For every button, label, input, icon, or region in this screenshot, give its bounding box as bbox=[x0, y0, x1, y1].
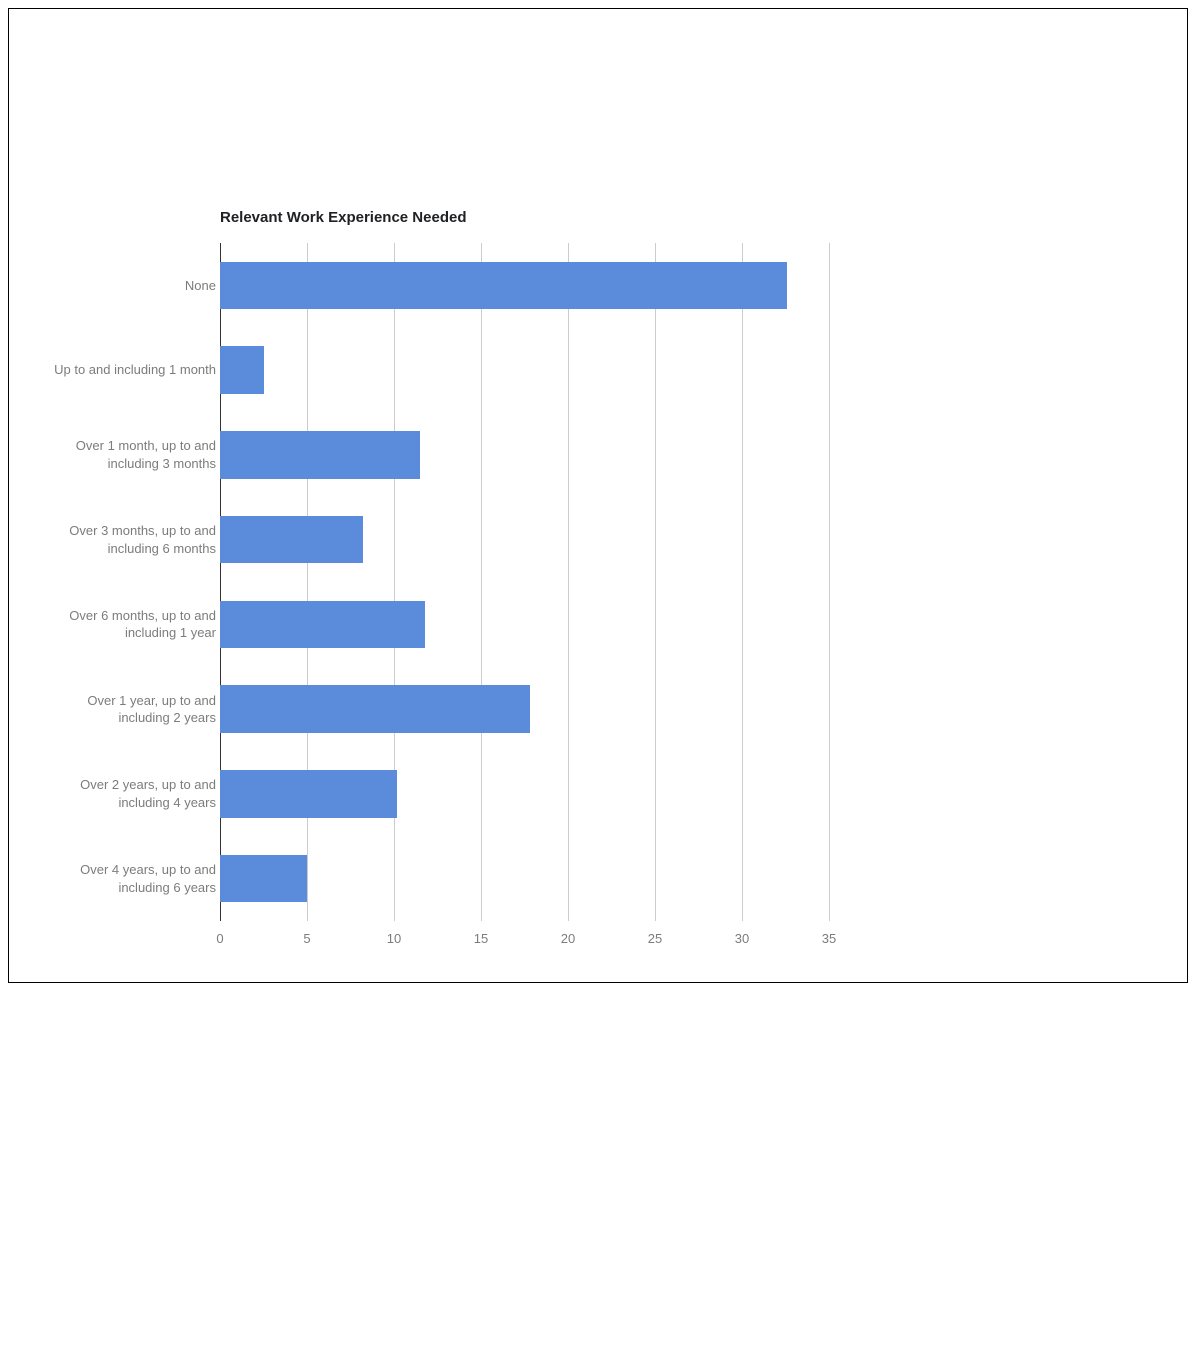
gridline bbox=[568, 243, 569, 921]
bar bbox=[220, 601, 425, 648]
x-tick-label: 30 bbox=[722, 931, 762, 946]
y-tick-label: Over 2 years, up to andincluding 4 years bbox=[9, 776, 216, 811]
gridline bbox=[394, 243, 395, 921]
bar bbox=[220, 262, 787, 309]
chart-frame: Relevant Work Experience Needed 0 5 10 15 20… bbox=[8, 8, 1188, 983]
bar bbox=[220, 685, 530, 732]
x-tick-label: 20 bbox=[548, 931, 588, 946]
x-tick-label: 10 bbox=[374, 931, 414, 946]
gridline bbox=[307, 243, 308, 921]
bar bbox=[220, 855, 307, 902]
y-tick-label: Over 1 year, up to andincluding 2 years bbox=[9, 692, 216, 727]
x-tick-label: 15 bbox=[461, 931, 501, 946]
y-axis-line bbox=[220, 243, 221, 921]
gridline bbox=[655, 243, 656, 921]
y-tick-label: Up to and including 1 month bbox=[9, 361, 216, 379]
y-tick-label: Over 4 years, up to andincluding 6 years bbox=[9, 861, 216, 896]
gridline bbox=[742, 243, 743, 921]
y-tick-label: Over 1 month, up to andincluding 3 month… bbox=[9, 437, 216, 472]
plot-area bbox=[220, 243, 829, 921]
bar bbox=[220, 516, 363, 563]
bar bbox=[220, 346, 264, 393]
x-tick-label: 5 bbox=[287, 931, 327, 946]
bar bbox=[220, 770, 397, 817]
chart-title: Relevant Work Experience Needed bbox=[220, 209, 467, 226]
x-tick-label: 35 bbox=[809, 931, 849, 946]
bar bbox=[220, 431, 420, 478]
x-tick-label: 25 bbox=[635, 931, 675, 946]
gridline bbox=[829, 243, 830, 921]
gridline bbox=[481, 243, 482, 921]
x-tick-label: 0 bbox=[200, 931, 240, 946]
y-tick-label: None bbox=[9, 277, 216, 295]
y-tick-label: Over 6 months, up to andincluding 1 year bbox=[9, 607, 216, 642]
y-tick-label: Over 3 months, up to andincluding 6 mont… bbox=[9, 522, 216, 557]
